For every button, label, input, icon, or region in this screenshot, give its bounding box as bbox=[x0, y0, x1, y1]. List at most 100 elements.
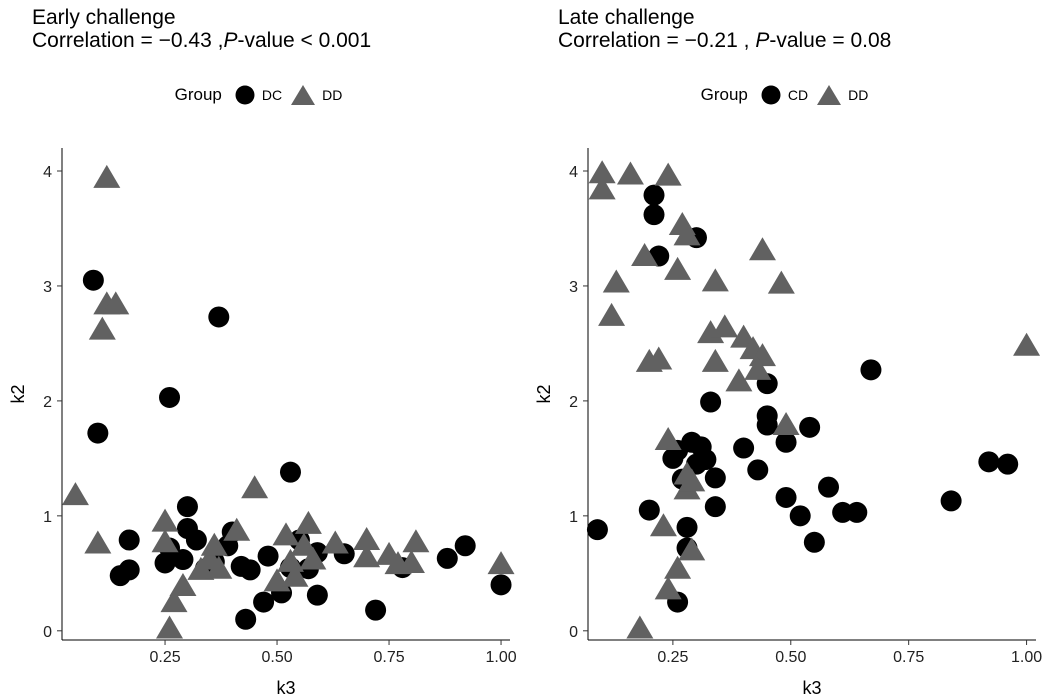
data-point-cd bbox=[789, 505, 811, 527]
series-cd bbox=[586, 184, 1019, 613]
data-point-dc bbox=[490, 574, 512, 596]
x-tick-label: 0.25 bbox=[149, 649, 180, 666]
data-point-dd bbox=[160, 589, 188, 613]
data-point-dd bbox=[353, 544, 381, 568]
data-point-cd bbox=[638, 499, 660, 521]
y-tick-label: 0 bbox=[569, 624, 578, 641]
chart-subtitle: Correlation = −0.43 ,P-value < 0.001 bbox=[32, 29, 371, 52]
data-point-cd bbox=[676, 516, 698, 538]
data-point-cd bbox=[756, 414, 778, 436]
y-tick-label: 3 bbox=[569, 279, 578, 296]
data-point-dd bbox=[156, 615, 184, 639]
data-point-dd bbox=[93, 164, 121, 188]
subtitle-separator: , bbox=[211, 29, 224, 52]
data-point-cd bbox=[860, 359, 882, 381]
data-point-dd bbox=[290, 532, 318, 556]
data-point-dd bbox=[402, 529, 430, 553]
y-axis-label: k2 bbox=[8, 384, 28, 403]
data-point-dd bbox=[748, 343, 776, 367]
data-point-dc bbox=[118, 559, 140, 581]
data-point-dd bbox=[397, 549, 425, 573]
data-point-dc bbox=[365, 599, 387, 621]
data-point-dc bbox=[172, 549, 194, 571]
data-point-dd bbox=[772, 412, 800, 436]
data-point-cd bbox=[586, 519, 608, 541]
data-point-dd bbox=[767, 270, 795, 294]
data-point-dc bbox=[87, 422, 109, 444]
x-tick-label: 0.50 bbox=[775, 649, 806, 666]
legend-title: Group bbox=[174, 85, 222, 104]
data-point-dd bbox=[664, 256, 692, 280]
p-value-text: -value = 0.08 bbox=[769, 29, 892, 52]
data-point-dd bbox=[631, 243, 659, 267]
data-point-dd bbox=[616, 161, 644, 185]
subtitle-separator: , bbox=[737, 29, 756, 52]
scatter-plot-late: 0.25 0.50 0.75 1.00 0 1 2 3 4 k3 k2 bbox=[534, 148, 1042, 698]
data-point-cd bbox=[997, 453, 1019, 475]
series-dd bbox=[61, 164, 515, 639]
data-point-cd bbox=[775, 431, 797, 453]
p-value-text: -value < 0.001 bbox=[237, 29, 372, 52]
data-point-dd bbox=[588, 160, 616, 184]
data-point-dc bbox=[235, 608, 257, 630]
data-point-dd bbox=[102, 291, 130, 315]
data-point-dc bbox=[118, 529, 140, 551]
data-point-dc bbox=[176, 496, 198, 518]
data-point-cd bbox=[940, 490, 962, 512]
data-point-cd bbox=[775, 486, 797, 508]
circle-marker-icon bbox=[761, 85, 781, 105]
y-axis-label: k2 bbox=[534, 384, 554, 403]
legend-label-dd: DD bbox=[848, 87, 869, 103]
legend-item-cd: CD bbox=[760, 84, 808, 106]
data-point-dd bbox=[487, 551, 515, 575]
panel-late-challenge: Late challenge Correlation = −0.21 , P-v… bbox=[526, 0, 1051, 698]
y-tick-label: 2 bbox=[569, 394, 578, 411]
data-point-dc bbox=[239, 559, 261, 581]
data-point-dd bbox=[673, 222, 701, 246]
legend-title: Group bbox=[700, 85, 748, 104]
data-point-dc bbox=[436, 547, 458, 569]
data-point-dc bbox=[253, 591, 275, 613]
circle-marker-icon bbox=[235, 85, 255, 105]
data-point-cd bbox=[818, 476, 840, 498]
data-point-dd bbox=[748, 237, 776, 261]
data-point-cd bbox=[643, 184, 665, 206]
y-tick-label: 2 bbox=[43, 394, 52, 411]
legend: Group CD DD bbox=[526, 84, 1051, 106]
data-point-dd bbox=[84, 530, 112, 554]
data-point-dd bbox=[701, 268, 729, 292]
data-point-cd bbox=[695, 449, 717, 471]
x-tick-label: 0.50 bbox=[261, 649, 292, 666]
triangle-marker-icon bbox=[817, 85, 842, 105]
data-point-dd bbox=[321, 530, 349, 554]
data-point-dd bbox=[588, 176, 616, 200]
data-point-dd bbox=[151, 529, 179, 553]
data-point-dd bbox=[678, 537, 706, 561]
data-point-dd bbox=[276, 548, 304, 572]
data-point-dd bbox=[678, 468, 706, 492]
data-point-dc bbox=[279, 461, 301, 483]
data-point-dd bbox=[61, 482, 89, 506]
data-point-dd bbox=[744, 356, 772, 380]
y-tick-label: 1 bbox=[569, 509, 578, 526]
data-point-dd bbox=[711, 314, 739, 338]
data-point-dd bbox=[725, 368, 753, 392]
x-axis-label: k3 bbox=[276, 678, 295, 698]
triangle-marker-icon bbox=[291, 85, 316, 105]
series-dd bbox=[588, 160, 1041, 639]
data-point-dd bbox=[353, 526, 381, 550]
data-point-dd bbox=[88, 316, 116, 340]
data-point-cd bbox=[846, 501, 868, 523]
p-letter: P bbox=[223, 29, 238, 52]
data-point-cd bbox=[733, 437, 755, 459]
data-point-dd bbox=[205, 555, 233, 579]
data-point-dd bbox=[294, 510, 322, 534]
data-point-dd bbox=[281, 563, 309, 587]
data-point-dd bbox=[701, 348, 729, 372]
data-point-cd bbox=[704, 496, 726, 518]
x-tick-label: 1.00 bbox=[485, 649, 516, 666]
data-point-dd bbox=[598, 302, 626, 326]
y-tick-label: 0 bbox=[43, 624, 52, 641]
data-point-dc bbox=[257, 545, 279, 567]
data-point-dd bbox=[654, 162, 682, 186]
